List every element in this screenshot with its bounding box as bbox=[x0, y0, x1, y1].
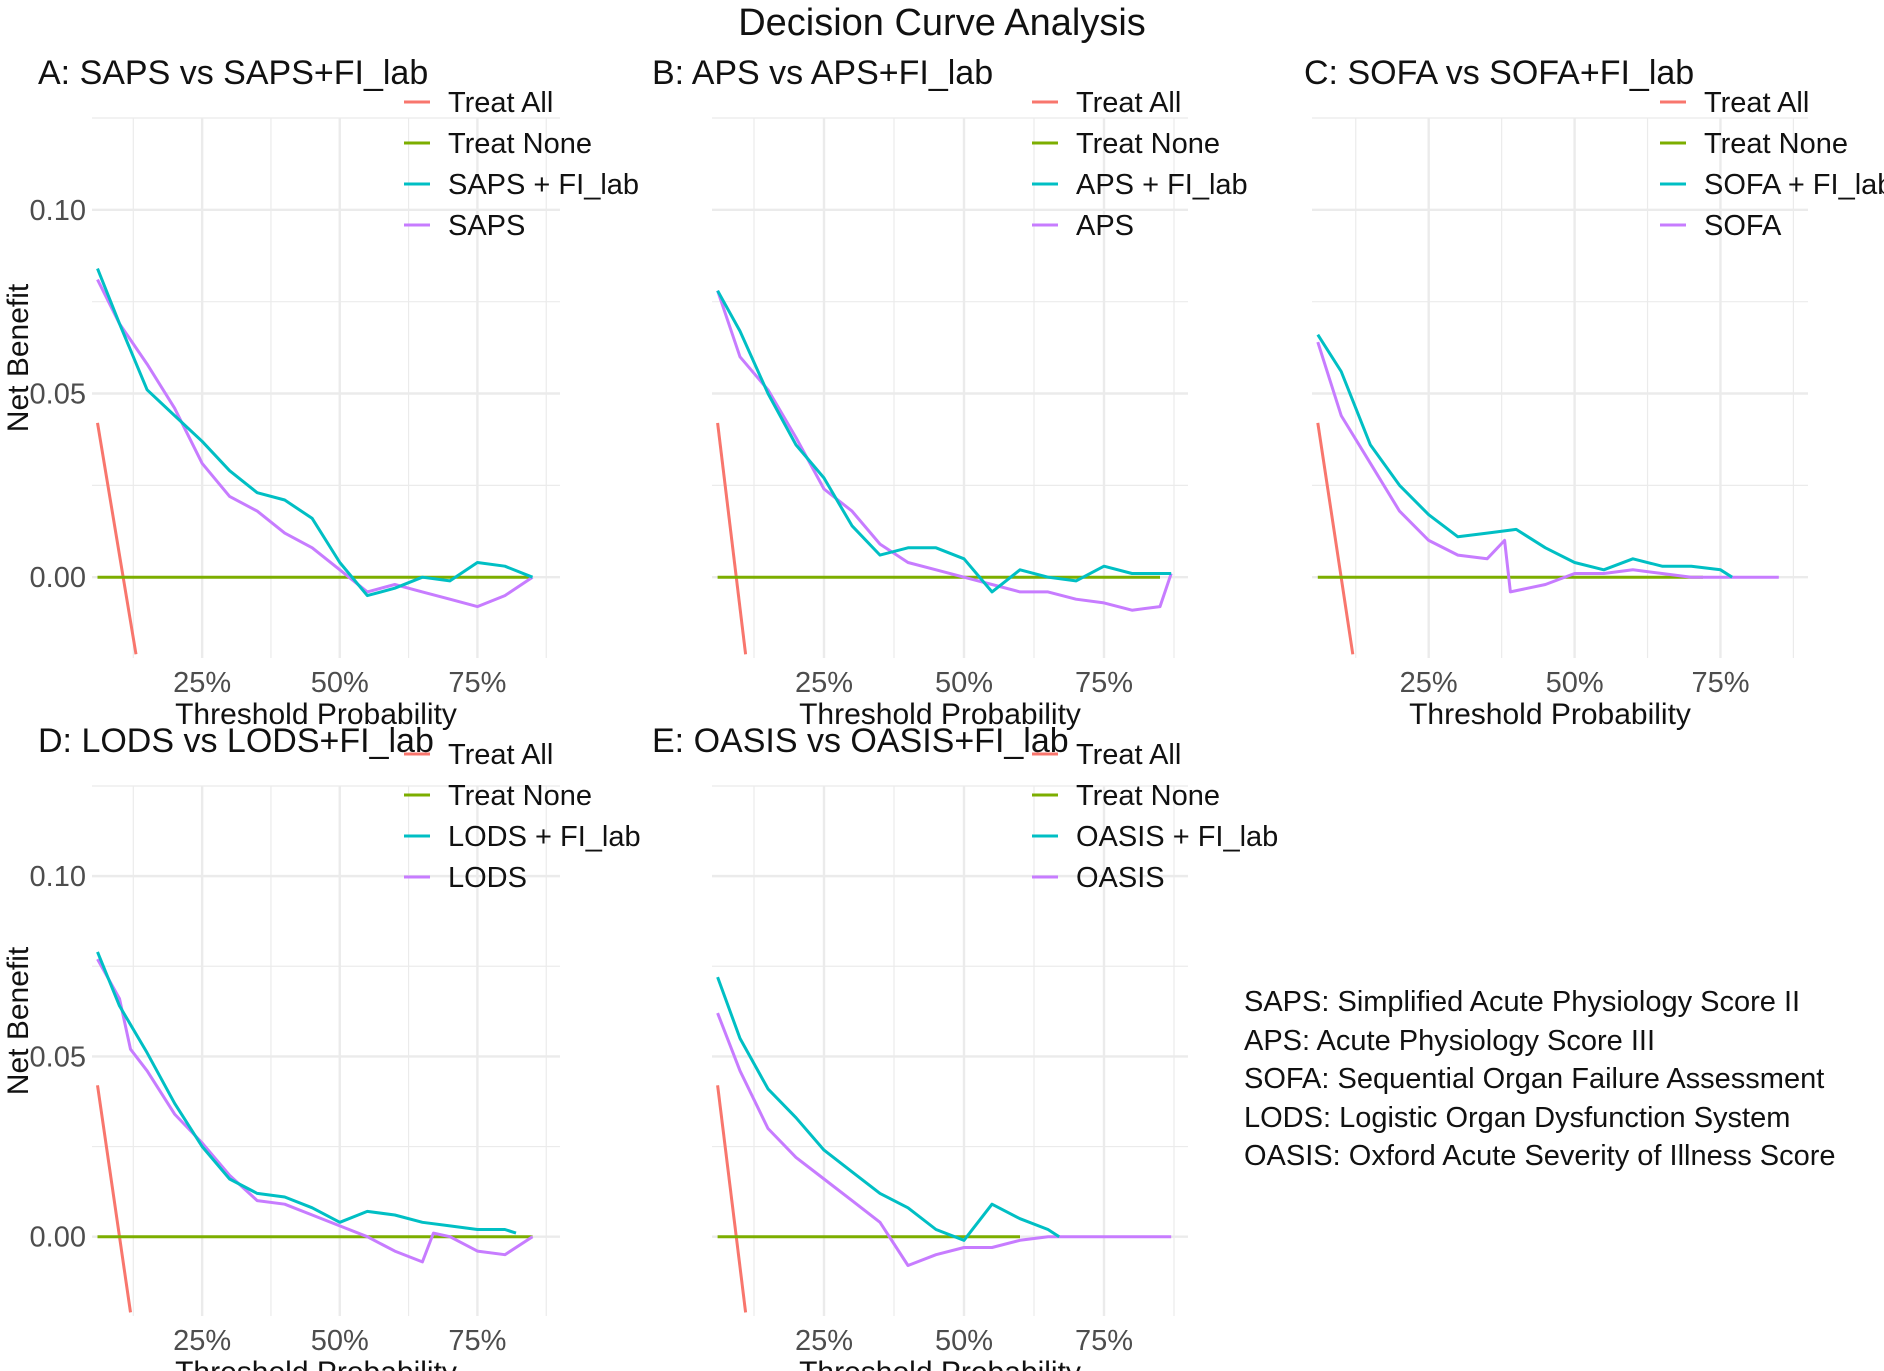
panel-d-y-axis-label: Net Benefit bbox=[2, 946, 35, 1095]
panel-b-series-treat-all bbox=[716, 422, 748, 655]
panel-c-legend: Treat All Treat None SOFA + FI_lab SOFA bbox=[1660, 87, 1884, 242]
panel-a-legend-label-saps-fi-lab: SAPS + FI_lab bbox=[448, 169, 639, 201]
panel-b-legend-label-treat-all: Treat All bbox=[1076, 87, 1181, 119]
panel-c: 25% 50% 75%Threshold Probability C: SOFA vs… bbox=[1304, 54, 1884, 731]
abbreviation-saps: SAPS: Simplified Acute Physiology Score … bbox=[1244, 986, 1801, 1018]
panel-c-legend-label-sofa-fi-lab: SOFA + FI_lab bbox=[1704, 169, 1884, 201]
abbreviation-list: SAPS: Simplified Acute Physiology Score … bbox=[1244, 983, 1836, 1176]
panel-e-series-oasis bbox=[716, 1012, 1172, 1267]
panel-a-y-tick-label: 0.05 bbox=[30, 379, 86, 411]
panel-d-legend-label-treat-none: Treat None bbox=[448, 780, 592, 812]
panel-c-x-tick-label: 25% bbox=[1400, 667, 1458, 699]
panel-d-y-tick-label: 0.00 bbox=[30, 1222, 86, 1254]
panel-c-legend-label-treat-all: Treat All bbox=[1704, 87, 1809, 119]
panel-b-title: B: APS vs APS+FI_lab bbox=[652, 54, 993, 92]
panel-e-legend-label-oasis-fi-lab: OASIS + FI_lab bbox=[1076, 821, 1278, 853]
panel-d-y-tick-label: 0.05 bbox=[30, 1041, 86, 1073]
panel-c-x-tick-label: 75% bbox=[1691, 667, 1749, 699]
panel-b-x-tick-label: 50% bbox=[935, 667, 993, 699]
panel-a-x-tick-label: 25% bbox=[173, 667, 231, 699]
panel-b-x-tick-label: 75% bbox=[1075, 667, 1133, 699]
panel-e-legend: Treat All Treat None OASIS + FI_lab OASIS bbox=[1032, 739, 1278, 894]
panel-b-legend-label-aps-fi-lab: APS + FI_lab bbox=[1076, 169, 1248, 201]
panel-a-x-axis-label: Threshold Probability bbox=[175, 698, 457, 731]
abbreviation-aps: APS: Acute Physiology Score III bbox=[1244, 1024, 1656, 1057]
panel-b-series-aps bbox=[716, 290, 1173, 612]
panel-d-series-lods bbox=[96, 958, 534, 1264]
panel-d-legend-label-treat-all: Treat All bbox=[448, 739, 553, 771]
panel-c-x-tick-label: 50% bbox=[1546, 667, 1604, 699]
panel-c-title: C: SOFA vs SOFA+FI_lab bbox=[1304, 54, 1694, 92]
panel-e-x-axis-label: Threshold Probability bbox=[799, 1356, 1081, 1371]
panel-d-title: D: LODS vs LODS+FI_lab bbox=[38, 722, 434, 760]
panel-b-x-axis-label: Threshold Probability bbox=[799, 698, 1081, 731]
panel-e-title: E: OASIS vs OASIS+FI_lab bbox=[652, 722, 1069, 760]
panel-b-legend: Treat All Treat None APS + FI_lab APS bbox=[1032, 87, 1248, 242]
panel-d-legend-label-lods: LODS bbox=[448, 862, 527, 894]
panel-a-legend-label-treat-all: Treat All bbox=[448, 87, 553, 119]
panel-c-gridlines bbox=[1312, 117, 1808, 658]
panel-d-legend: Treat All Treat None LODS + FI_lab LODS bbox=[404, 739, 641, 894]
panel-b-gridlines bbox=[712, 117, 1188, 658]
panel-c-series-sofa-fi-lab bbox=[1316, 333, 1733, 579]
panel-a-y-axis-label: Net Benefit bbox=[2, 283, 35, 432]
figure-title: Decision Curve Analysis bbox=[738, 2, 1146, 44]
panel-d-x-tick-label: 75% bbox=[448, 1325, 506, 1357]
panel-d-x-tick-label: 50% bbox=[311, 1325, 369, 1357]
panel-d-x-axis-label: Threshold Probability bbox=[175, 1356, 457, 1371]
panel-d-x-tick-label: 25% bbox=[173, 1325, 231, 1357]
panel-e-x-tick-label: 50% bbox=[935, 1325, 993, 1357]
panel-c-series-treat-all bbox=[1316, 422, 1355, 655]
panel-e-x-tick-label: 25% bbox=[795, 1325, 853, 1357]
panel-e-legend-label-oasis: OASIS bbox=[1076, 862, 1165, 894]
panel-e-x-tick-label: 75% bbox=[1075, 1325, 1133, 1357]
panel-e-legend-label-treat-none: Treat None bbox=[1076, 780, 1220, 812]
abbreviation-sofa: SOFA: Sequential Organ Failure Assessmen… bbox=[1244, 1063, 1825, 1095]
panel-d-series-lods-fi-lab bbox=[96, 951, 517, 1235]
panel-d-legend-label-lods-fi-lab: LODS + FI_lab bbox=[448, 821, 641, 853]
panel-a-y-tick-label: 0.00 bbox=[30, 562, 86, 594]
panel-b-legend-label-aps: APS bbox=[1076, 210, 1134, 242]
panel-e-series-oasis-fi-lab bbox=[716, 976, 1061, 1242]
panel-c-series-sofa bbox=[1316, 341, 1779, 594]
panel-e-legend-label-treat-all: Treat All bbox=[1076, 739, 1181, 771]
panel-a-title: A: SAPS vs SAPS+FI_lab bbox=[38, 54, 428, 92]
panel-d-y-tick-label: 0.10 bbox=[30, 861, 86, 893]
panel-b: 25% 50% 75%Threshold Probability B: APS vs … bbox=[652, 54, 1248, 731]
panel-a-legend-label-treat-none: Treat None bbox=[448, 128, 592, 160]
panel-a: 25% 50% 75% 0.00 0.05 0.10 Net Benefit Threshol… bbox=[2, 54, 639, 731]
panel-c-legend-label-treat-none: Treat None bbox=[1704, 128, 1848, 160]
panel-a-series-saps-fi-lab bbox=[96, 268, 534, 598]
panel-a-series-saps bbox=[96, 278, 534, 609]
panel-b-series-aps-fi-lab bbox=[716, 289, 1172, 594]
panel-b-x-tick-label: 25% bbox=[795, 667, 853, 699]
panel-e: 25% 50% 75%Threshold Probability E: OASIS v… bbox=[652, 722, 1278, 1371]
panel-a-y-tick-label: 0.10 bbox=[30, 195, 86, 227]
abbreviation-oasis: OASIS: Oxford Acute Severity of Illness … bbox=[1244, 1140, 1836, 1172]
panel-c-legend-label-sofa: SOFA bbox=[1704, 210, 1782, 242]
panel-b-legend-label-treat-none: Treat None bbox=[1076, 128, 1220, 160]
panel-a-legend: Treat All Treat None SAPS + FI_lab SAPS bbox=[404, 87, 639, 242]
panel-a-series-treat-all bbox=[96, 422, 138, 655]
panel-d-series-treat-all bbox=[96, 1085, 132, 1313]
panel-d: 25% 50% 75% 0.00 0.05 0.10 Net Benefit Threshol… bbox=[2, 722, 641, 1371]
abbreviation-lods: LODS: Logistic Organ Dysfunction System bbox=[1244, 1101, 1791, 1134]
panel-a-x-tick-label: 50% bbox=[311, 667, 369, 699]
panel-a-x-tick-label: 75% bbox=[448, 667, 506, 699]
panel-a-legend-label-saps: SAPS bbox=[448, 210, 525, 242]
panel-c-x-axis-label: Threshold Probability bbox=[1409, 698, 1691, 731]
panel-e-series-treat-all bbox=[716, 1085, 748, 1313]
